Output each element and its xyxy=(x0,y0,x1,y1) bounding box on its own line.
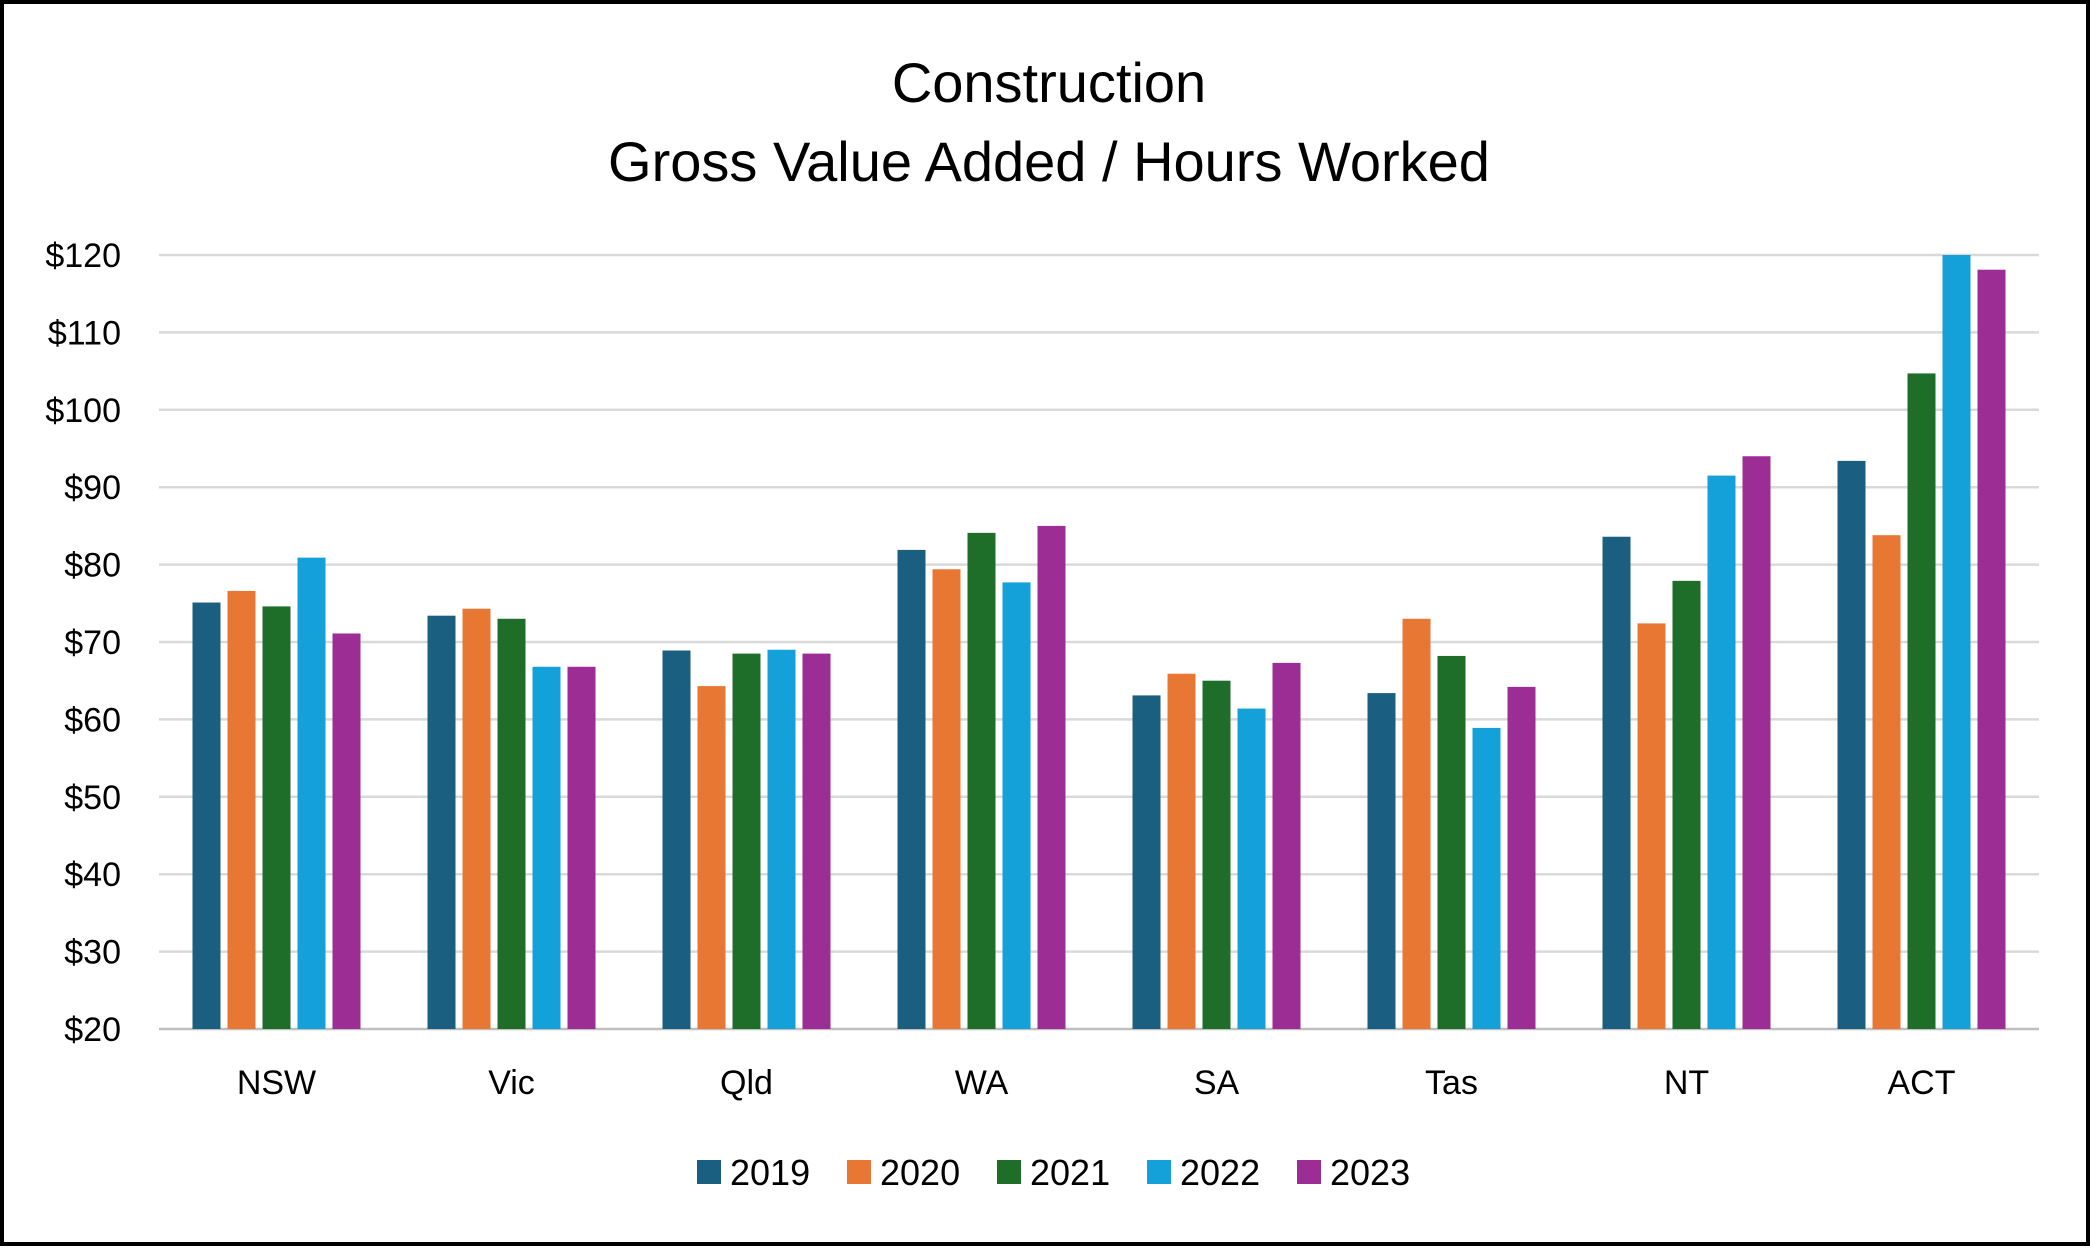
x-category-label: NT xyxy=(1664,1064,1709,1102)
bar-wa-2020 xyxy=(932,569,961,1029)
bar-act-2019 xyxy=(1837,460,1866,1029)
bar-tas-2019 xyxy=(1367,693,1396,1029)
bar-nt-2022 xyxy=(1707,475,1736,1030)
legend-swatch-2023 xyxy=(1297,1160,1321,1184)
bar-vic-2022 xyxy=(532,666,561,1029)
bar-chart: Construction Gross Value Added / Hours W… xyxy=(45,51,2039,1193)
y-tick-label: $30 xyxy=(64,934,121,972)
bar-nsw-2020 xyxy=(227,590,256,1029)
legend-swatch-2019 xyxy=(697,1160,721,1184)
bar-act-2020 xyxy=(1872,535,1901,1029)
bar-nt-2021 xyxy=(1672,580,1701,1029)
bar-vic-2020 xyxy=(462,608,491,1029)
bar-vic-2019 xyxy=(427,615,456,1029)
bars xyxy=(192,255,2006,1030)
bar-tas-2022 xyxy=(1472,727,1501,1029)
bar-sa-2022 xyxy=(1237,708,1266,1029)
bar-sa-2021 xyxy=(1202,680,1231,1029)
y-tick-label: $90 xyxy=(64,469,121,507)
bar-sa-2019 xyxy=(1132,695,1161,1029)
x-category-label: SA xyxy=(1194,1064,1240,1102)
bar-nsw-2019 xyxy=(192,602,221,1029)
y-tick-label: $60 xyxy=(64,701,121,739)
bar-tas-2021 xyxy=(1437,655,1466,1029)
bar-wa-2023 xyxy=(1037,525,1066,1029)
x-category-label: NSW xyxy=(237,1064,316,1102)
chart-title: Construction xyxy=(892,51,1206,114)
bar-wa-2022 xyxy=(1002,582,1031,1029)
legend-swatch-2022 xyxy=(1147,1160,1171,1184)
y-tick-label: $50 xyxy=(64,779,121,817)
bar-wa-2019 xyxy=(897,549,926,1029)
bar-vic-2023 xyxy=(567,666,596,1029)
legend: 2019 2020 2021 2022 2023 xyxy=(697,1152,1410,1193)
y-tick-label: $120 xyxy=(45,237,121,275)
bar-qld-2019 xyxy=(662,650,691,1029)
y-axis-ticks: $20 $30 $40 $50 $60 $70 $80 $90 $100 $110 $120 xyxy=(45,237,121,1049)
y-tick-label: $20 xyxy=(64,1011,121,1049)
x-category-label: ACT xyxy=(1888,1064,1956,1102)
y-tick-label: $70 xyxy=(64,624,121,662)
bar-nsw-2023 xyxy=(332,633,361,1029)
bar-tas-2020 xyxy=(1402,618,1431,1029)
y-tick-label: $100 xyxy=(45,392,121,430)
legend-label: 2021 xyxy=(1030,1152,1110,1193)
x-category-label: WA xyxy=(955,1064,1009,1102)
bar-nt-2019 xyxy=(1602,536,1631,1029)
bar-qld-2022 xyxy=(767,649,796,1029)
x-category-label: Tas xyxy=(1425,1064,1478,1102)
y-tick-label: $110 xyxy=(48,314,121,352)
legend-label: 2023 xyxy=(1330,1152,1410,1193)
bar-nsw-2021 xyxy=(262,606,291,1029)
bar-nt-2023 xyxy=(1742,456,1771,1029)
bar-sa-2020 xyxy=(1167,673,1196,1029)
legend-label: 2022 xyxy=(1180,1152,1260,1193)
x-category-label: Vic xyxy=(488,1064,535,1102)
bar-act-2022 xyxy=(1942,255,1971,1029)
bar-nsw-2022 xyxy=(297,557,326,1029)
bar-act-2023 xyxy=(1977,269,2006,1029)
legend-label: 2020 xyxy=(880,1152,960,1193)
bar-sa-2023 xyxy=(1272,662,1301,1029)
bar-tas-2023 xyxy=(1507,686,1536,1029)
x-category-label: Qld xyxy=(720,1064,773,1102)
bar-qld-2023 xyxy=(802,653,831,1029)
bar-wa-2021 xyxy=(967,532,996,1029)
bar-qld-2021 xyxy=(732,653,761,1029)
legend-swatch-2021 xyxy=(997,1160,1021,1184)
bar-qld-2020 xyxy=(697,686,726,1029)
x-axis-categories: NSW Vic Qld WA SA Tas NT ACT xyxy=(237,1064,1956,1102)
bar-act-2021 xyxy=(1907,373,1936,1029)
y-tick-label: $80 xyxy=(64,547,121,585)
legend-label: 2019 xyxy=(730,1152,810,1193)
legend-swatch-2020 xyxy=(847,1160,871,1184)
y-tick-label: $40 xyxy=(64,856,121,894)
bar-nt-2020 xyxy=(1637,623,1666,1029)
chart-subtitle: Gross Value Added / Hours Worked xyxy=(608,130,1490,193)
bar-vic-2021 xyxy=(497,618,526,1029)
